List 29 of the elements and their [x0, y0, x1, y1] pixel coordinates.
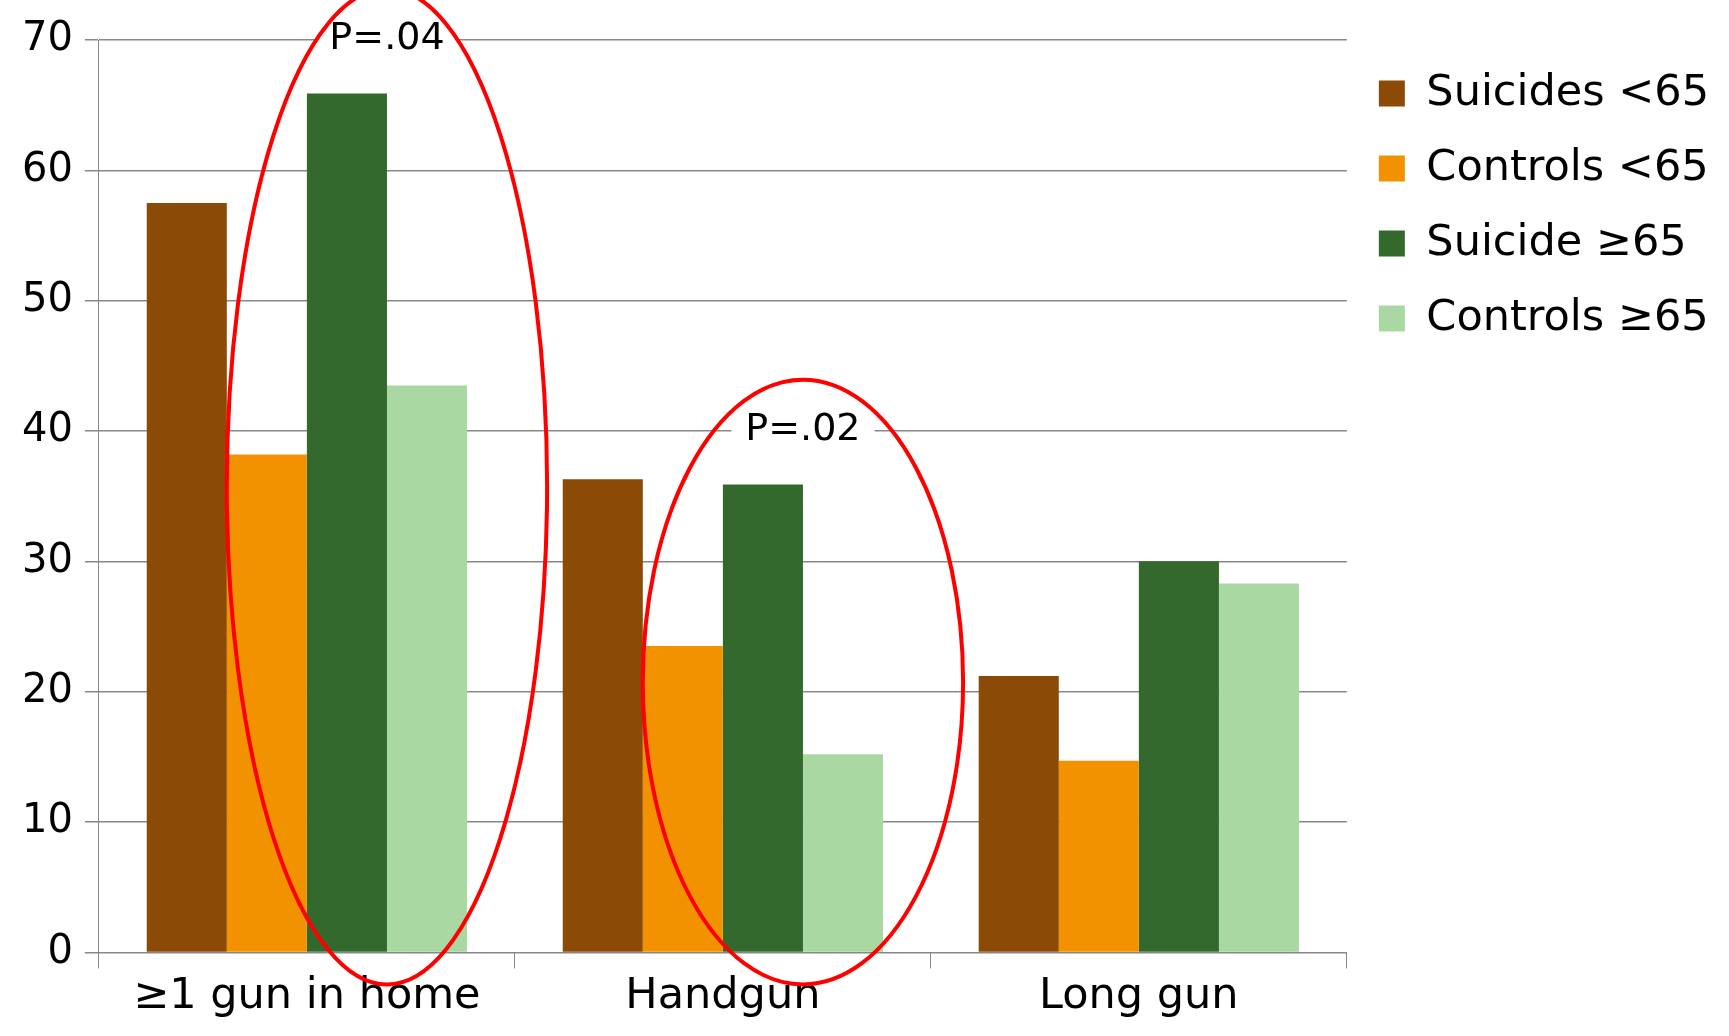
y-tick-label: 30 [21, 534, 73, 581]
bar [722, 484, 803, 952]
y-tick-label: 10 [21, 795, 73, 842]
bar [1138, 561, 1219, 952]
y-tick-label: 0 [47, 925, 73, 972]
bar [562, 479, 643, 952]
legend-label: Controls ≥65 [1426, 289, 1709, 340]
y-tick-label: 20 [21, 665, 73, 712]
bar [386, 385, 468, 952]
bar [978, 676, 1059, 952]
y-tick-label: 70 [21, 13, 73, 60]
y-tick-label: 40 [21, 404, 73, 451]
legend-label: Controls <65 [1426, 139, 1709, 190]
y-tick-label: 60 [21, 143, 73, 190]
y-tick-label: 50 [21, 274, 73, 321]
x-tick-label: Handgun [625, 968, 821, 1019]
bar [802, 754, 884, 952]
bar [306, 93, 387, 952]
annotation: P=.02 [745, 404, 861, 449]
x-tick-label: ≥1 gun in home [133, 968, 481, 1019]
legend-label: Suicide ≥65 [1426, 214, 1687, 265]
annotation: P=.04 [329, 13, 445, 58]
legend-label: Suicides <65 [1426, 64, 1710, 115]
bar [1218, 583, 1300, 952]
bar [1058, 760, 1139, 952]
bar [226, 454, 307, 952]
bar [642, 646, 723, 952]
x-tick-label: Long gun [1039, 968, 1239, 1019]
bar [146, 202, 227, 952]
